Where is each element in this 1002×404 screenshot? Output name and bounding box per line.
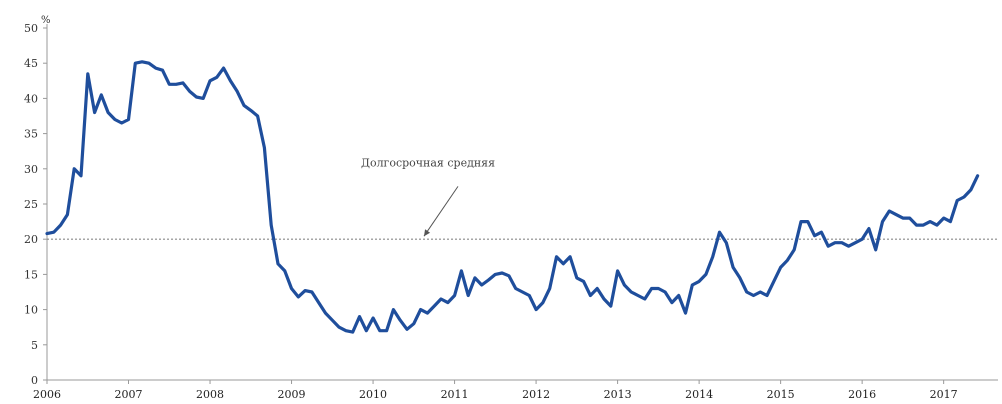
y-tick-label: 35 (24, 128, 38, 141)
x-tick-label: 2006 (33, 388, 61, 401)
x-tick-label: 2012 (522, 388, 550, 401)
x-tick-label: 2016 (848, 388, 876, 401)
x-tick-label: 2010 (359, 388, 387, 401)
annotation-group: Долгосрочная средняя (361, 157, 495, 237)
y-tick-label: 50 (24, 22, 38, 35)
series-group (45, 60, 980, 334)
series-line (45, 60, 980, 334)
x-tick-label: 2008 (196, 388, 224, 401)
y-tick-label: 20 (24, 233, 38, 246)
x-tick-label: 2009 (278, 388, 306, 401)
y-tick-label: 10 (24, 304, 38, 317)
y-tick-label: 30 (24, 163, 38, 176)
x-axis: 2006 2007 2008 2009 2010 2011 2012 2013 2014 2015… (33, 379, 998, 401)
x-tick-label: 2015 (767, 388, 795, 401)
annotation-arrow-line (423, 186, 459, 237)
x-tick-label: 2011 (441, 388, 469, 401)
x-tick-label: 2014 (685, 388, 713, 401)
y-tick-label: 45 (24, 57, 38, 70)
y-tick-label: 0 (31, 374, 38, 387)
annotation-arrow-head (424, 229, 431, 237)
y-axis: 0 5 10 15 20 25 30 35 40 45 50 (24, 22, 48, 387)
y-tick-label: 5 (31, 339, 38, 352)
x-tick-label: 2007 (115, 388, 143, 401)
y-tick-label: 40 (24, 92, 38, 105)
y-tick-label: 15 (24, 268, 38, 281)
x-tick-label: 2017 (930, 388, 958, 401)
y-tick-label: 25 (24, 198, 38, 211)
x-tick-label: 2013 (604, 388, 632, 401)
y-unit-label: % (41, 15, 51, 26)
reference-line-label: Долгосрочная средняя (361, 157, 495, 170)
